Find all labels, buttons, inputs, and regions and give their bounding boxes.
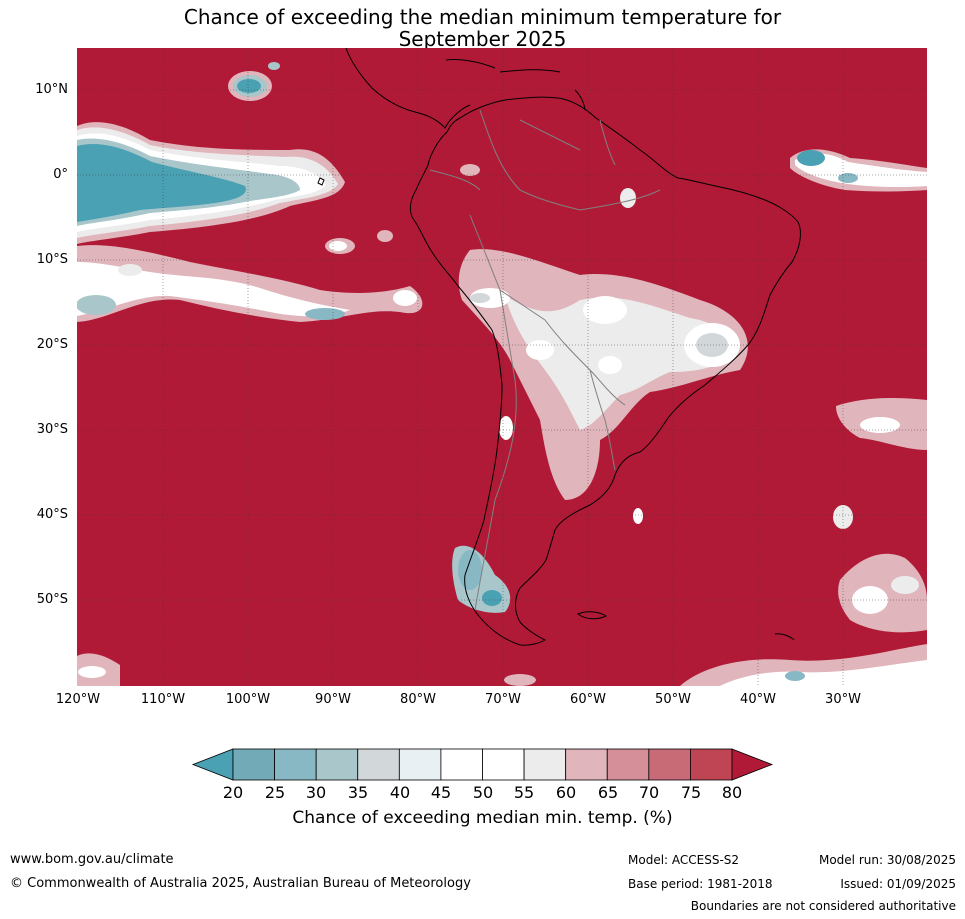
footer-issued: Issued: 01/09/2025 bbox=[840, 877, 956, 891]
lon-label-40w: 40°W bbox=[740, 692, 776, 707]
colorbar-tick-75: 75 bbox=[680, 783, 702, 802]
colorbar-segment bbox=[232, 748, 275, 781]
coast-south-georgia bbox=[774, 633, 795, 641]
colorbar-tick-20: 20 bbox=[222, 783, 244, 802]
probability-regions bbox=[77, 62, 927, 686]
coast-caribbean bbox=[499, 69, 586, 111]
probability-map bbox=[77, 48, 927, 686]
lon-label-30w: 30°W bbox=[825, 692, 861, 707]
colorbar-segment bbox=[357, 748, 400, 781]
colorbar-segment bbox=[274, 748, 317, 781]
colorbar-segment bbox=[606, 748, 650, 781]
coast-central-america bbox=[345, 48, 496, 129]
coast-south-america bbox=[409, 96, 801, 646]
country-borders bbox=[429, 109, 661, 611]
colorbar-segment bbox=[398, 748, 442, 781]
colorbar-tick-60: 60 bbox=[555, 783, 577, 802]
colorbar-segment bbox=[565, 748, 608, 781]
lon-label-50w: 50°W bbox=[655, 692, 691, 707]
lat-label-0: 0° bbox=[53, 167, 68, 182]
colorbar-tick-65: 65 bbox=[597, 783, 619, 802]
coast-galapagos bbox=[317, 177, 325, 186]
coastlines bbox=[317, 48, 801, 646]
colorbar-tick-55: 55 bbox=[513, 783, 535, 802]
lat-label-10s: 10°S bbox=[36, 252, 68, 267]
colorbar-tick-25: 25 bbox=[264, 783, 286, 802]
region-pacific-low bbox=[77, 143, 246, 222]
colorbar-segment bbox=[440, 748, 483, 781]
colorbar-segment bbox=[648, 748, 691, 781]
lon-label-110w: 110°W bbox=[140, 692, 186, 707]
colorbar-tick-40: 40 bbox=[389, 783, 411, 802]
footer-disclaimer: Boundaries are not considered authoritat… bbox=[690, 899, 956, 913]
colorbar-segment bbox=[315, 748, 359, 781]
colorbar-tick-80: 80 bbox=[721, 783, 743, 802]
colorbar-tick-30: 30 bbox=[305, 783, 327, 802]
colorbar-label: Chance of exceeding median min. temp. (%… bbox=[292, 808, 673, 828]
footer-copyright: © Commonwealth of Australia 2025, Austra… bbox=[10, 876, 471, 891]
lat-label-10n: 10°N bbox=[35, 82, 68, 97]
lat-label-30s: 30°S bbox=[36, 422, 68, 437]
region-pacific-10s bbox=[77, 245, 423, 322]
lon-label-70w: 70°W bbox=[485, 692, 521, 707]
footer-base-period: Base period: 1981-2018 bbox=[628, 877, 773, 891]
lon-label-80w: 80°W bbox=[400, 692, 436, 707]
colorbar-segment bbox=[690, 748, 733, 781]
lon-label-90w: 90°W bbox=[315, 692, 351, 707]
footer-model-run: Model run: 30/08/2025 bbox=[818, 853, 956, 867]
lon-label-60w: 60°W bbox=[570, 692, 606, 707]
lon-label-100w: 100°W bbox=[225, 692, 271, 707]
map-title-line1: Chance of exceeding the median minimum t… bbox=[183, 5, 782, 29]
lon-label-120w: 120°W bbox=[55, 692, 101, 707]
colorbar-extend-high bbox=[731, 748, 774, 781]
colorbar-extend-low bbox=[191, 748, 234, 781]
colorbar-tick-35: 35 bbox=[347, 783, 369, 802]
colorbar-segment bbox=[523, 748, 567, 781]
gridlines bbox=[77, 48, 927, 686]
colorbar-tick-45: 45 bbox=[430, 783, 452, 802]
lat-label-20s: 20°S bbox=[36, 337, 68, 352]
colorbar-segment bbox=[482, 748, 525, 781]
coast-falklands bbox=[576, 611, 607, 620]
colorbar-tick-70: 70 bbox=[638, 783, 660, 802]
footer-website: www.bom.gov.au/climate bbox=[10, 852, 174, 867]
colorbar-tick-50: 50 bbox=[472, 783, 494, 802]
footer-model: Model: ACCESS-S2 bbox=[628, 853, 740, 867]
lat-label-40s: 40°S bbox=[36, 507, 68, 522]
map-title-line2: September 2025 bbox=[398, 27, 567, 51]
lat-label-50s: 50°S bbox=[36, 592, 68, 607]
